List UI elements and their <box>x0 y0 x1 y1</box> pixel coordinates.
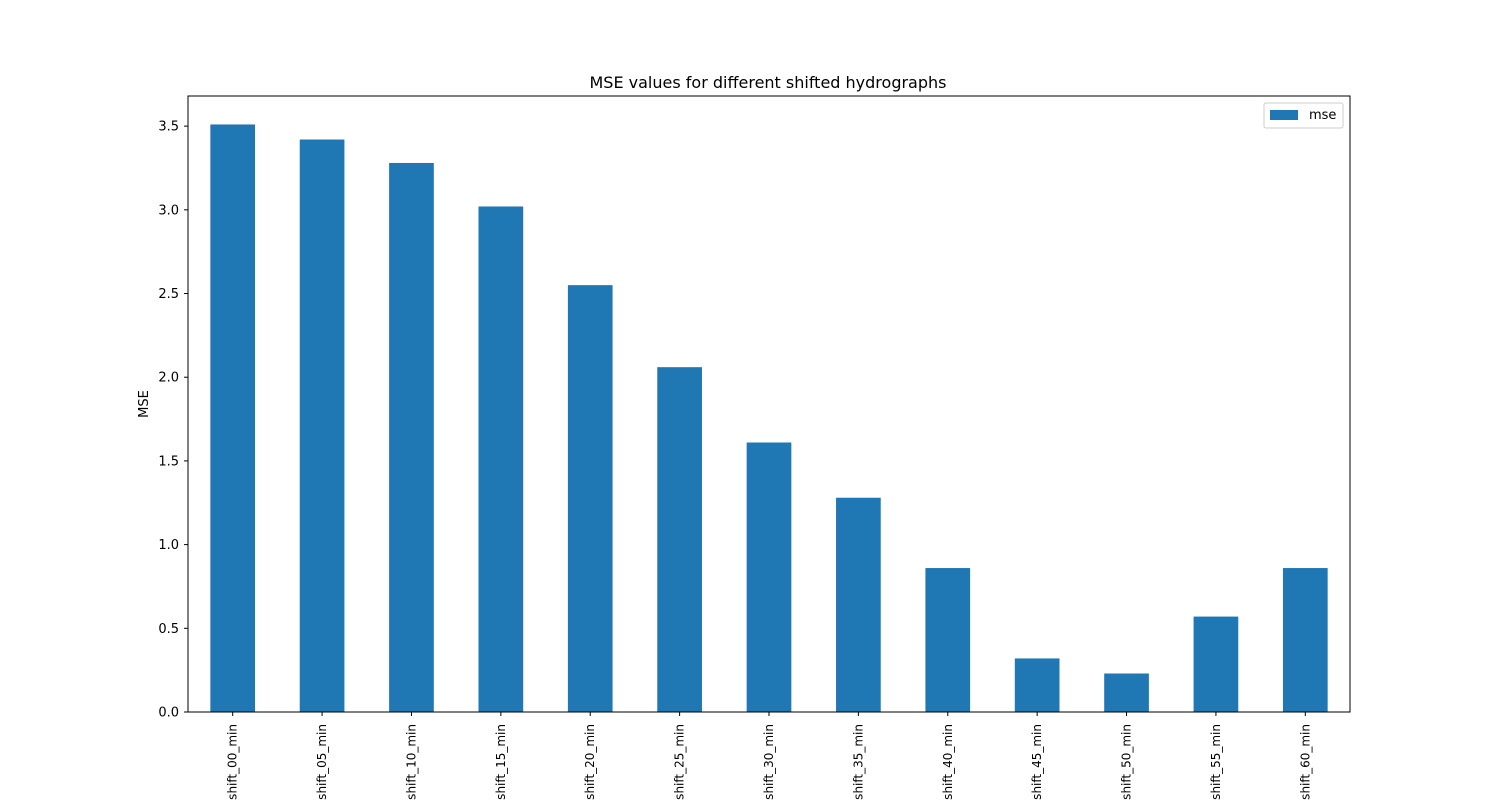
bar <box>657 367 702 712</box>
y-tick-label: 1.0 <box>158 538 179 553</box>
x-tick-label: shift_60_min <box>1298 724 1312 800</box>
x-tick-label: shift_10_min <box>404 724 418 800</box>
y-tick-label: 2.5 <box>158 287 179 302</box>
x-tick-label: shift_15_min <box>494 724 508 800</box>
x-axis: shift_00_min shift_05_min shift_10_min shif… <box>226 712 1312 800</box>
bar <box>299 139 345 713</box>
x-tick-label: shift_20_min <box>583 724 597 800</box>
x-tick-label: shift_30_min <box>762 724 776 800</box>
y-tick-label: 0.5 <box>158 622 179 637</box>
y-tick-label: 3.5 <box>158 120 179 135</box>
bar <box>1014 658 1060 712</box>
chart-title: MSE values for different shifted hydrogr… <box>590 73 947 92</box>
bar <box>210 124 256 712</box>
bar <box>1104 673 1149 712</box>
x-tick-label: shift_50_min <box>1120 724 1134 800</box>
bar <box>567 285 613 712</box>
x-tick-label: shift_00_min <box>226 724 240 800</box>
y-tick-label: 1.5 <box>158 454 179 469</box>
bar <box>836 497 881 712</box>
x-tick-label: shift_45_min <box>1030 724 1044 800</box>
x-tick-label: shift_55_min <box>1209 724 1223 800</box>
bar <box>1282 568 1328 712</box>
bar <box>746 442 792 712</box>
y-axis-label: MSE <box>137 390 152 418</box>
bar <box>925 568 971 712</box>
bar <box>478 206 524 712</box>
legend: mse <box>1263 102 1344 129</box>
bar <box>389 162 434 712</box>
x-tick-label: shift_40_min <box>941 724 955 800</box>
x-tick-label: shift_05_min <box>315 724 329 800</box>
legend-box <box>1263 102 1344 129</box>
y-tick-label: 2.0 <box>158 371 179 386</box>
y-axis: 0.0 0.5 1.0 1.5 2.0 2.5 3.0 3.5 <box>158 120 188 721</box>
legend-label: mse <box>1309 108 1336 123</box>
bars-group <box>210 124 1328 713</box>
x-tick-label: shift_25_min <box>673 724 687 800</box>
y-tick-label: 0.0 <box>158 706 179 721</box>
x-tick-label: shift_35_min <box>851 724 865 800</box>
legend-swatch <box>1270 110 1298 120</box>
bar <box>1193 616 1239 712</box>
y-tick-label: 3.0 <box>158 203 179 218</box>
